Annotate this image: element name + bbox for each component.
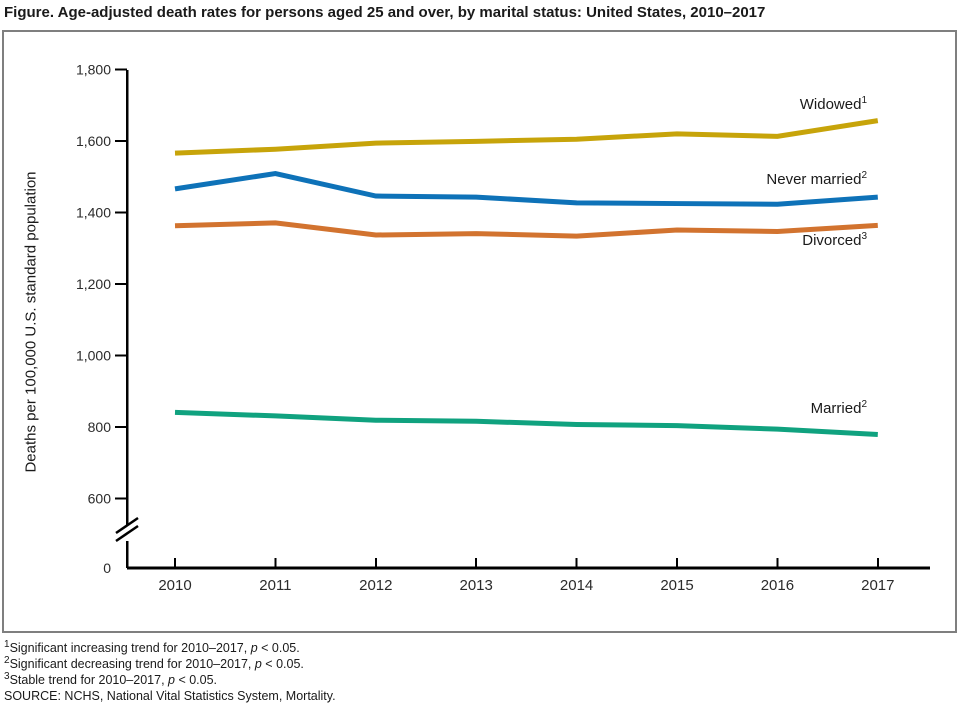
series-line-never-married — [174, 170, 878, 207]
series-line-divorced — [174, 220, 878, 239]
x-tick-label: 2010 — [158, 577, 191, 594]
figure-title: Figure. Age-adjusted death rates for per… — [4, 4, 766, 21]
x-tick-label: 2014 — [560, 577, 593, 594]
series-label-widowed-sup: 1 — [861, 95, 867, 106]
series-label-never-married-text: Never married — [766, 171, 862, 188]
series-label-widowed: Widowed1 — [799, 95, 867, 114]
series-label-never-married-sup: 2 — [861, 170, 867, 181]
x-tick-label: 2015 — [660, 577, 693, 594]
x-tick-label: 2011 — [259, 577, 291, 594]
series-label-widowed-text: Widowed — [799, 96, 862, 113]
x-tick-label: 2012 — [359, 577, 392, 594]
series-line-married — [174, 409, 878, 438]
footnote-1: 1Significant increasing trend for 2010–2… — [4, 638, 300, 655]
footnotes: 1Significant increasing trend for 2010–2… — [4, 638, 336, 704]
x-tick-label: 2017 — [861, 577, 894, 594]
y-tick-label: 600 — [88, 491, 112, 507]
series-line-widowed — [174, 118, 879, 156]
y-axis-title: Deaths per 100,000 U.S. standard populat… — [22, 171, 40, 473]
series-label-never-married: Never married2 — [766, 170, 867, 189]
y-tick-label: 1,000 — [76, 348, 111, 364]
y-tick-label: 1,200 — [76, 276, 111, 292]
series-label-divorced: Divorced3 — [802, 231, 867, 250]
series-label-married: Married2 — [810, 399, 867, 418]
y-tick-label: 800 — [88, 419, 112, 435]
footnote-3: 3Stable trend for 2010–2017, p < 0.05. — [4, 670, 218, 687]
footnote-2: 2Significant decreasing trend for 2010–2… — [4, 654, 304, 671]
y-tick-label: 1,400 — [76, 205, 111, 221]
series-label-married-sup: 2 — [861, 399, 867, 410]
y-tick-label: 0 — [103, 560, 111, 576]
footnote-source: SOURCE: NCHS, National Vital Statistics … — [4, 689, 336, 703]
series-label-divorced-sup: 3 — [861, 231, 867, 242]
axis-break-slash — [115, 524, 139, 543]
y-tick-label: 1,600 — [76, 133, 111, 149]
y-tick-label: 1,800 — [76, 62, 111, 78]
x-tick-label: 2013 — [460, 577, 493, 594]
x-tick-label: 2016 — [761, 577, 794, 594]
axis-break-slash — [115, 516, 139, 535]
chart-container: 0 600 800 1,000 1,200 1,400 1,600 1,800 2010 2011… — [2, 30, 957, 633]
line-chart-svg: 0 600 800 1,000 1,200 1,400 1,600 1,800 2010 2011… — [76, 62, 930, 594]
series-label-married-text: Married — [810, 400, 862, 417]
series-label-divorced-text: Divorced — [802, 232, 862, 249]
